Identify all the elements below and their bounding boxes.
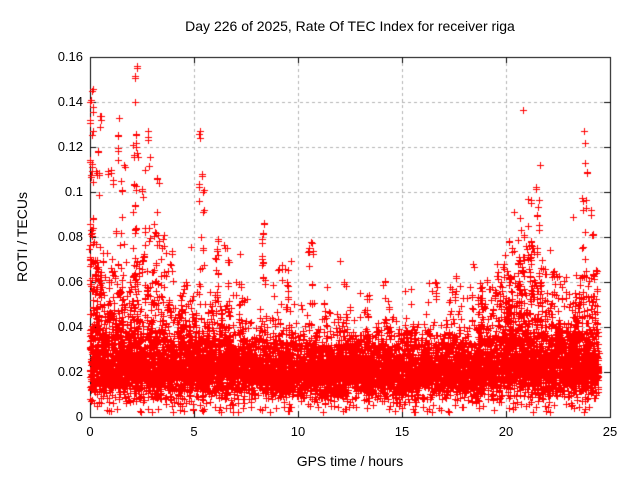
chart-title: Day 226 of 2025, Rate Of TEC Index for r… [185, 18, 515, 34]
y-tick-label: 0.14 [57, 94, 83, 109]
x-axis-label: GPS time / hours [296, 453, 404, 469]
x-tick-label: 15 [394, 424, 410, 439]
y-tick-label: 0.06 [57, 274, 83, 289]
x-tick-label: 0 [86, 424, 94, 439]
y-tick-label: 0.04 [57, 319, 83, 334]
x-tick-label: 25 [602, 424, 618, 439]
y-tick-label: 0.16 [57, 49, 83, 64]
x-tick-label: 10 [290, 424, 306, 439]
y-tick-label: 0.1 [64, 184, 83, 199]
x-tick-label: 5 [190, 424, 198, 439]
y-tick-label: 0 [75, 409, 83, 424]
y-tick-label: 0.02 [57, 364, 83, 379]
y-tick-label: 0.12 [57, 139, 83, 154]
x-tick-label: 20 [498, 424, 514, 439]
y-tick-label: 0.08 [57, 229, 83, 244]
